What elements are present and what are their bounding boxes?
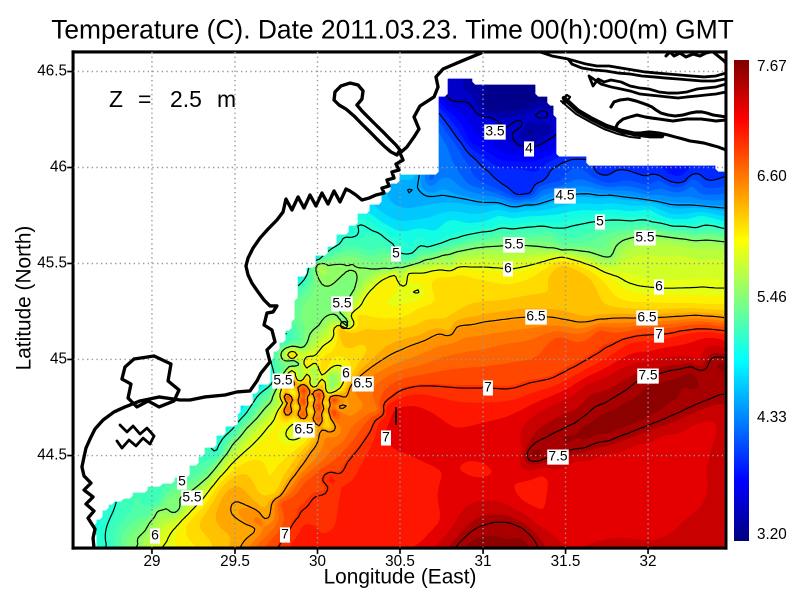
svg-text:Latitude (North): Latitude (North): [12, 226, 35, 371]
svg-text:4.33: 4.33: [757, 409, 787, 426]
svg-text:31.5: 31.5: [551, 553, 581, 570]
svg-text:6: 6: [504, 260, 512, 276]
svg-text:7: 7: [281, 526, 289, 542]
svg-text:5: 5: [392, 245, 400, 261]
svg-text:6.5: 6.5: [637, 309, 657, 325]
svg-text:5.46: 5.46: [757, 289, 787, 306]
svg-text:7.67: 7.67: [757, 58, 787, 75]
svg-text:7: 7: [382, 429, 390, 445]
svg-text:7.5: 7.5: [638, 367, 658, 383]
svg-text:6: 6: [342, 365, 350, 381]
svg-text:5.5: 5.5: [332, 295, 352, 311]
svg-text:2.5: 2.5: [170, 86, 202, 112]
svg-text:29: 29: [144, 553, 161, 570]
svg-text:Temperature (C). Date 2011.03.: Temperature (C). Date 2011.03.23. Time 0…: [51, 14, 734, 44]
svg-text:=: =: [138, 86, 151, 112]
svg-text:5: 5: [596, 213, 604, 229]
svg-text:5: 5: [178, 473, 186, 489]
svg-text:46: 46: [50, 158, 67, 175]
svg-text:45: 45: [50, 350, 67, 367]
svg-text:30: 30: [309, 553, 326, 570]
svg-text:29.5: 29.5: [220, 553, 250, 570]
svg-text:m: m: [217, 86, 236, 112]
svg-text:6: 6: [151, 527, 159, 543]
svg-text:6.5: 6.5: [353, 375, 373, 391]
svg-text:7: 7: [655, 326, 663, 342]
svg-text:Longitude (East): Longitude (East): [324, 565, 477, 588]
svg-text:45.5: 45.5: [37, 254, 67, 271]
svg-text:6.60: 6.60: [757, 168, 787, 185]
svg-text:Z: Z: [109, 86, 123, 112]
svg-text:4.5: 4.5: [555, 187, 575, 203]
svg-text:31: 31: [475, 553, 492, 570]
svg-text:4: 4: [525, 140, 533, 156]
svg-text:32: 32: [640, 553, 657, 570]
svg-text:7: 7: [484, 379, 492, 395]
svg-text:6: 6: [655, 278, 663, 294]
svg-text:6.5: 6.5: [526, 308, 546, 324]
svg-text:3.20: 3.20: [757, 526, 787, 543]
svg-text:3.5: 3.5: [485, 123, 505, 139]
svg-text:5.5: 5.5: [273, 372, 293, 388]
svg-text:5.5: 5.5: [182, 489, 202, 505]
svg-text:5.5: 5.5: [635, 229, 655, 245]
svg-text:7.5: 7.5: [548, 448, 568, 464]
svg-text:30.5: 30.5: [385, 553, 415, 570]
svg-text:46.5: 46.5: [37, 62, 67, 79]
svg-text:44.5: 44.5: [37, 446, 67, 463]
svg-text:6.5: 6.5: [294, 421, 314, 437]
svg-text:5.5: 5.5: [504, 236, 524, 252]
